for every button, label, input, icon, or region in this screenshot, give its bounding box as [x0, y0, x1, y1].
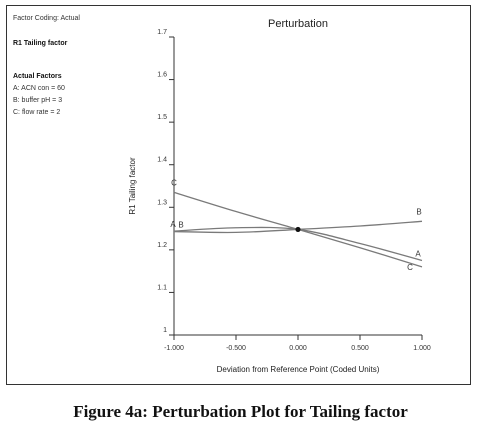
- y-tick-label: 1.5: [157, 114, 167, 121]
- actual-factor-a: A: ACN con = 60: [13, 85, 65, 92]
- series-start-label-a: A: [170, 220, 176, 229]
- actual-factor-c: C: flow rate = 2: [13, 109, 61, 116]
- y-tick-label: 1.2: [157, 242, 167, 249]
- x-tick-label: 0.000: [289, 345, 307, 352]
- x-tick-label: 0.500: [351, 345, 369, 352]
- x-tick-label: -1.000: [164, 345, 184, 352]
- y-tick-label: 1.4: [157, 157, 167, 164]
- actual-factor-b: B: buffer pH = 3: [13, 97, 63, 104]
- actual-factors-heading: Actual Factors: [13, 73, 62, 80]
- y-tick-label: 1.3: [157, 199, 167, 206]
- y-axis-label: R1 Tailing factor: [128, 157, 137, 215]
- series-end-label-a: A: [415, 250, 421, 259]
- y-tick-label: 1.7: [157, 29, 167, 36]
- y-tick-label: 1.6: [157, 72, 167, 79]
- series-end-label-c: C: [407, 263, 413, 272]
- series-end-label-b: B: [416, 207, 421, 216]
- y-tick-label: 1: [163, 327, 167, 334]
- x-axis-label: Deviation from Reference Point (Coded Un…: [217, 365, 380, 374]
- perturbation-chart: Perturbation 1 1.1 1.2 1.3 1.4 1.5 1.6 1.7 -1.000…: [128, 18, 431, 374]
- reference-point-marker: [295, 226, 301, 233]
- figure-caption: Figure 4a: Perturbation Plot for Tailing…: [73, 402, 408, 421]
- series-start-label-b: B: [178, 221, 183, 230]
- factor-coding-label: Factor Coding: Actual: [13, 15, 80, 22]
- chart-title: Perturbation: [268, 18, 328, 30]
- series-start-label-c: C: [171, 178, 177, 187]
- x-tick-label: 1.000: [413, 345, 431, 352]
- y-tick-label: 1.1: [157, 284, 167, 291]
- figure-frame: Factor Coding: Actual R1 Tailing factor …: [6, 5, 471, 385]
- response-name-label: R1 Tailing factor: [13, 40, 68, 47]
- x-tick-label: -0.500: [226, 345, 246, 352]
